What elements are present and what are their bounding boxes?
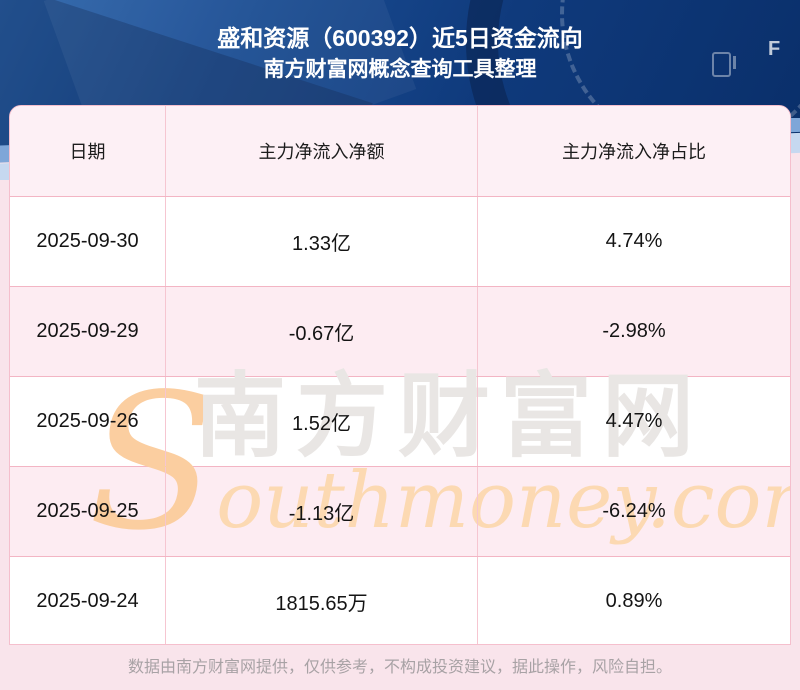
net-inflow-cell: 1.33亿: [166, 197, 478, 286]
fund-flow-table-card: Southmoney.com 南方财富网 日期 主力净流入净额 主力净流入净占比…: [9, 105, 791, 645]
table-header-row: 日期 主力净流入净额 主力净流入净占比: [10, 106, 790, 196]
header-cell-net-inflow-ratio: 主力净流入净占比: [562, 142, 706, 162]
header-cell-date: 日期: [10, 106, 166, 196]
table-row: 2025-09-29 -0.67亿 -2.98%: [10, 286, 790, 376]
net-inflow-cell: 1.52亿: [166, 377, 478, 466]
table-row: 2025-09-24 1815.65万 0.89%: [10, 556, 790, 644]
table-row: 2025-09-26 1.52亿 4.47%: [10, 376, 790, 466]
date-cell: 2025-09-24: [10, 557, 166, 644]
net-inflow-cell: -0.67亿: [166, 287, 478, 376]
disclaimer-text: 数据由南方财富网提供，仅供参考，不构成投资建议，据此操作，风险自担。: [127, 659, 672, 676]
date-cell: 2025-09-30: [10, 197, 166, 286]
page-title: 盛和资源（600392）近5日资金流向: [217, 25, 583, 51]
net-inflow-cell: 1815.65万: [166, 557, 478, 644]
page-subtitle: 南方财富网概念查询工具整理: [263, 58, 537, 81]
table-row: 2025-09-25 -1.13亿 -6.24%: [10, 466, 790, 556]
fuel-gauge-letter: F: [768, 38, 781, 60]
net-inflow-ratio-cell: -2.98%: [602, 320, 666, 342]
net-inflow-ratio-cell: -6.24%: [602, 500, 666, 522]
net-inflow-cell: -1.13亿: [166, 467, 478, 556]
net-inflow-ratio-cell: 4.47%: [605, 410, 663, 432]
table-row: 2025-09-30 1.33亿 4.74%: [10, 196, 790, 286]
date-cell: 2025-09-26: [10, 377, 166, 466]
date-cell: 2025-09-25: [10, 467, 166, 556]
date-cell: 2025-09-29: [10, 287, 166, 376]
fuel-pump-icon: [712, 52, 736, 77]
net-inflow-ratio-cell: 0.89%: [605, 590, 663, 612]
net-inflow-ratio-cell: 4.74%: [605, 230, 663, 252]
header-cell-net-inflow: 主力净流入净额: [166, 106, 478, 196]
table-body: 2025-09-30 1.33亿 4.74% 2025-09-29 -0.67亿 -2.9…: [10, 196, 790, 644]
